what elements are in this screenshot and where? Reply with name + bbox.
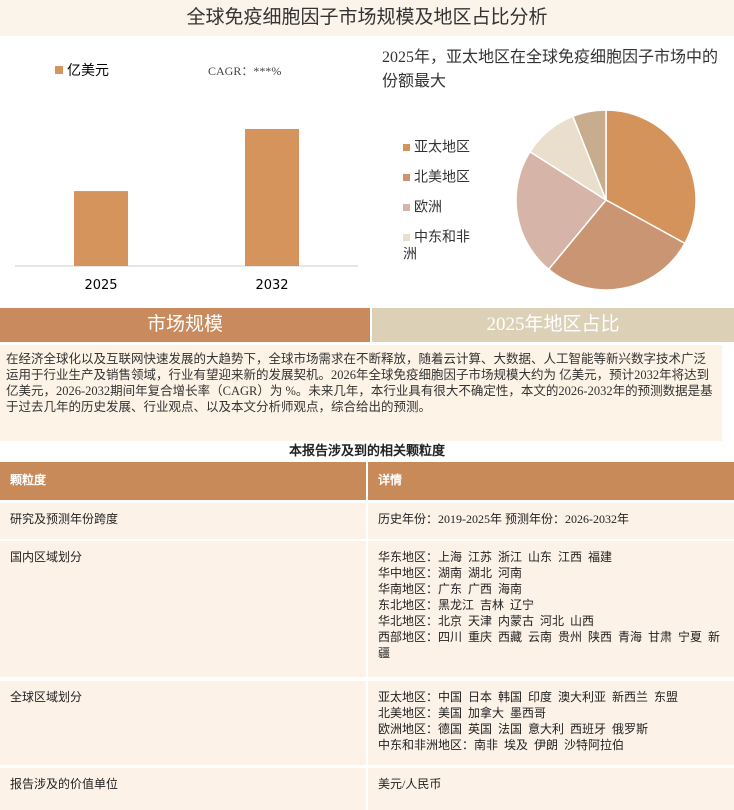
legend-swatch bbox=[403, 204, 410, 212]
table-line: 华东地区：上海 江苏 浙江 山东 江西 福建 bbox=[378, 550, 613, 564]
legend-item: 北美地区 bbox=[403, 169, 483, 186]
title: 全球免疫细胞因子市场规模及地区占比分析 bbox=[0, 0, 734, 36]
bar bbox=[74, 191, 128, 266]
legend-swatch bbox=[55, 66, 63, 74]
table-row: 研究及预测年份跨度 历史年份：2019-2025年 预测年份：2026-2032年 bbox=[0, 503, 734, 539]
legend-label: 亚太地区 bbox=[414, 140, 470, 156]
table-cell: 历史年份：2019-2025年 预测年份：2026-2032年 bbox=[368, 503, 734, 539]
x-tick-label: 2032 bbox=[255, 278, 288, 293]
bar bbox=[245, 129, 299, 266]
table-cell: 报告涉及的价值单位 bbox=[0, 768, 366, 810]
table-header-cell: 颗粒度 bbox=[0, 462, 366, 500]
annotation: CAGR：***% bbox=[208, 64, 281, 78]
table-line: 亚太地区：中国 日本 韩国 印度 澳大利亚 新西兰 东盟 bbox=[378, 690, 679, 704]
table-line: 华中地区：湖南 湖北 河南 bbox=[378, 566, 523, 580]
table-cell: 华东地区：上海 江苏 浙江 山东 江西 福建 华中地区：湖南 湖北 河南 华南地区：… bbox=[368, 541, 734, 677]
table-header-row: 颗粒度 详情 bbox=[0, 462, 734, 500]
legend-item: 中东和非洲 bbox=[403, 229, 483, 264]
pie-slice bbox=[605, 109, 697, 245]
legend-swatch bbox=[403, 174, 410, 182]
pie-title: 2025年，亚太地区在全球免疫细胞因子市场中的份额最大 bbox=[382, 49, 719, 90]
legend-swatch bbox=[403, 144, 410, 152]
table-title: 本报告涉及到的相关颗粒度 bbox=[288, 443, 445, 458]
legend-label: 中东和非洲 bbox=[403, 230, 470, 263]
table-row: 报告涉及的价值单位 美元/人民币 bbox=[0, 768, 734, 810]
pie-slice bbox=[547, 199, 686, 291]
legend-swatch bbox=[403, 234, 410, 242]
charts: 亿美元 CAGR：***% 2025 2032 bbox=[15, 63, 697, 293]
table-line: 北美地区：美国 加拿大 墨西哥 bbox=[378, 706, 547, 720]
table-line: 历史年份：2019-2025年 预测年份：2026-2032年 bbox=[378, 512, 629, 526]
table-line: 西部地区：四川 重庆 西藏 云南 贵州 陕西 青海 甘肃 宁夏 新疆 bbox=[378, 630, 721, 660]
table-cell: 国内区域划分 bbox=[0, 541, 366, 677]
legend-label: 亿美元 bbox=[67, 63, 109, 79]
legend-label: 北美地区 bbox=[414, 170, 470, 186]
table-row: 全球区域划分 亚太地区：中国 日本 韩国 印度 澳大利亚 新西兰 东盟 北美地区：美… bbox=[0, 681, 734, 765]
table-line: 美元/人民币 bbox=[378, 777, 442, 791]
table-header-cell: 详情 bbox=[368, 462, 734, 500]
section-header: 市场规模 bbox=[0, 308, 370, 342]
legend-item: 欧洲 bbox=[403, 199, 483, 216]
table-cell: 亚太地区：中国 日本 韩国 印度 澳大利亚 新西兰 东盟 北美地区：美国 加拿大 … bbox=[368, 681, 734, 765]
table-line: 中东和非洲地区：南非 埃及 伊朗 沙特阿拉伯 bbox=[378, 738, 625, 752]
table-row: 国内区域划分 华东地区：上海 江苏 浙江 山东 江西 福建 华中地区：湖南 湖北 河… bbox=[0, 541, 734, 677]
table-line: 华北地区：北京 天津 内蒙古 河北 山西 bbox=[378, 614, 595, 628]
legend-label: 欧洲 bbox=[414, 200, 442, 216]
table-cell: 美元/人民币 bbox=[368, 768, 734, 810]
table-cell: 研究及预测年份跨度 bbox=[0, 503, 366, 539]
section-header: 2025年地区占比 bbox=[372, 308, 734, 342]
table-line: 华南地区：广东 广西 海南 bbox=[378, 582, 523, 596]
legend-item: 亚太地区 bbox=[403, 139, 483, 156]
pie-slice bbox=[515, 150, 608, 271]
pie-slice bbox=[571, 109, 607, 201]
paragraph: 在经济全球化以及互联网快速发展的大趋势下，全球市场需求在不断释放，随着云计算、大… bbox=[0, 345, 722, 441]
table-cell: 全球区域划分 bbox=[0, 681, 366, 765]
table-line: 东北地区：黑龙江 吉林 辽宁 bbox=[378, 598, 535, 612]
table-line: 欧洲地区：德国 英国 法国 意大利 西班牙 俄罗斯 bbox=[378, 722, 649, 736]
x-tick-label: 2025 bbox=[84, 278, 117, 293]
